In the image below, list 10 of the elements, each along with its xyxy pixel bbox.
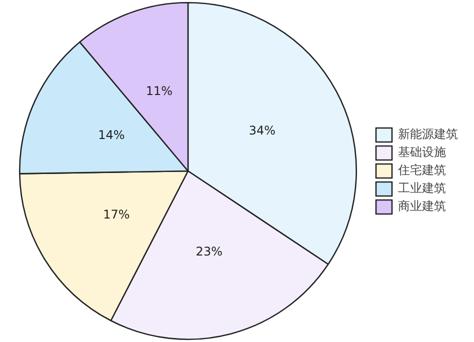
legend-label: 住宅建筑 xyxy=(397,163,446,178)
legend-label: 新能源建筑 xyxy=(398,127,458,142)
data-label: 34% xyxy=(248,123,276,138)
data-label: 23% xyxy=(196,244,222,259)
data-label: 11% xyxy=(146,84,173,98)
data-label: 14% xyxy=(98,128,125,142)
data-label: 17% xyxy=(103,208,130,222)
legend-label: 商业建筑 xyxy=(398,199,446,214)
legend-label: 基础设施 xyxy=(398,145,446,160)
legend-label: 工业建筑 xyxy=(398,181,446,196)
